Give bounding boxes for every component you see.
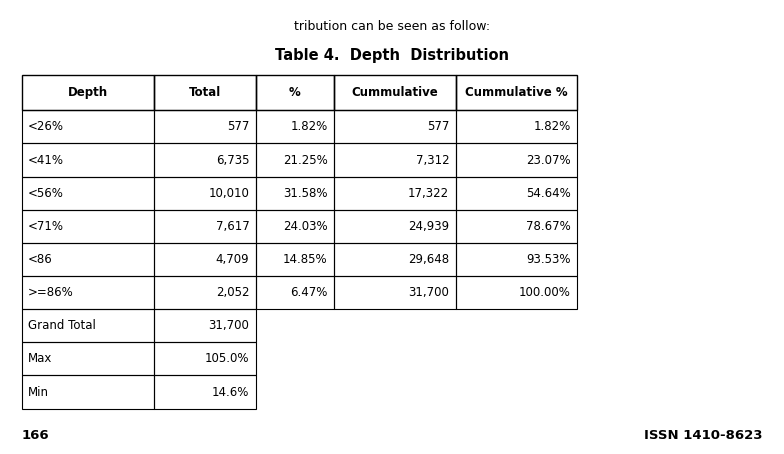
Text: 29,648: 29,648 <box>408 253 449 266</box>
Text: <41%: <41% <box>28 153 64 167</box>
Text: 2,052: 2,052 <box>216 286 249 299</box>
Text: Cummulative: Cummulative <box>351 86 438 99</box>
Text: ISSN 1410-8623: ISSN 1410-8623 <box>644 429 762 442</box>
Bar <box>154 177 256 210</box>
Text: %: % <box>289 86 300 99</box>
Text: >=86%: >=86% <box>28 286 74 299</box>
Bar <box>334 143 456 177</box>
Bar <box>154 75 256 110</box>
Bar <box>256 276 334 309</box>
Text: 31,700: 31,700 <box>209 319 249 332</box>
Text: 105.0%: 105.0% <box>205 352 249 365</box>
Bar <box>154 375 256 409</box>
Text: 7,312: 7,312 <box>416 153 449 167</box>
Bar <box>456 243 577 276</box>
Text: 17,322: 17,322 <box>408 187 449 200</box>
Bar <box>154 243 256 276</box>
Text: 7,617: 7,617 <box>216 220 249 233</box>
Bar <box>256 110 334 143</box>
Text: <26%: <26% <box>28 120 64 133</box>
Bar <box>22 210 154 243</box>
Bar <box>22 309 154 342</box>
Text: 10,010: 10,010 <box>209 187 249 200</box>
Text: 14.6%: 14.6% <box>212 385 249 399</box>
Bar <box>456 110 577 143</box>
Text: 23.07%: 23.07% <box>526 153 571 167</box>
Text: 14.85%: 14.85% <box>283 253 328 266</box>
Bar <box>334 177 456 210</box>
Text: 100.00%: 100.00% <box>519 286 571 299</box>
Text: Cummulative %: Cummulative % <box>465 86 568 99</box>
Text: 4,709: 4,709 <box>216 253 249 266</box>
Bar <box>154 110 256 143</box>
Text: 577: 577 <box>426 120 449 133</box>
Bar <box>256 75 334 110</box>
Bar <box>22 110 154 143</box>
Text: 21.25%: 21.25% <box>283 153 328 167</box>
Bar <box>154 210 256 243</box>
Text: 6,735: 6,735 <box>216 153 249 167</box>
Bar <box>256 243 334 276</box>
Text: 1.82%: 1.82% <box>533 120 571 133</box>
Bar <box>154 143 256 177</box>
Text: Table 4.  Depth  Distribution: Table 4. Depth Distribution <box>275 48 509 63</box>
Bar <box>154 276 256 309</box>
Text: 1.82%: 1.82% <box>290 120 328 133</box>
Text: 6.47%: 6.47% <box>290 286 328 299</box>
Text: <86: <86 <box>28 253 53 266</box>
Bar <box>456 276 577 309</box>
Bar <box>334 75 456 110</box>
Bar <box>334 243 456 276</box>
Bar <box>456 75 577 110</box>
Text: 577: 577 <box>227 120 249 133</box>
Bar <box>334 276 456 309</box>
Bar <box>334 110 456 143</box>
Text: 24.03%: 24.03% <box>283 220 328 233</box>
Text: 54.64%: 54.64% <box>526 187 571 200</box>
Bar <box>456 210 577 243</box>
Bar <box>154 342 256 375</box>
Bar <box>154 309 256 342</box>
Text: 24,939: 24,939 <box>408 220 449 233</box>
Bar <box>456 177 577 210</box>
Text: Total: Total <box>188 86 221 99</box>
Text: 31,700: 31,700 <box>408 286 449 299</box>
Bar <box>22 243 154 276</box>
Text: Max: Max <box>28 352 53 365</box>
Text: <56%: <56% <box>28 187 64 200</box>
Text: Min: Min <box>28 385 49 399</box>
Bar <box>256 177 334 210</box>
Bar <box>334 210 456 243</box>
Bar <box>22 342 154 375</box>
Bar <box>22 375 154 409</box>
Text: 166: 166 <box>22 429 49 442</box>
Text: tribution can be seen as follow:: tribution can be seen as follow: <box>294 20 490 34</box>
Bar <box>456 143 577 177</box>
Text: <71%: <71% <box>28 220 64 233</box>
Text: 78.67%: 78.67% <box>526 220 571 233</box>
Bar <box>22 177 154 210</box>
Bar <box>22 143 154 177</box>
Text: 93.53%: 93.53% <box>526 253 571 266</box>
Bar <box>22 276 154 309</box>
Bar <box>256 143 334 177</box>
Bar <box>256 210 334 243</box>
Text: 31.58%: 31.58% <box>283 187 328 200</box>
Text: Grand Total: Grand Total <box>28 319 96 332</box>
Text: Depth: Depth <box>67 86 108 99</box>
Bar <box>22 75 154 110</box>
